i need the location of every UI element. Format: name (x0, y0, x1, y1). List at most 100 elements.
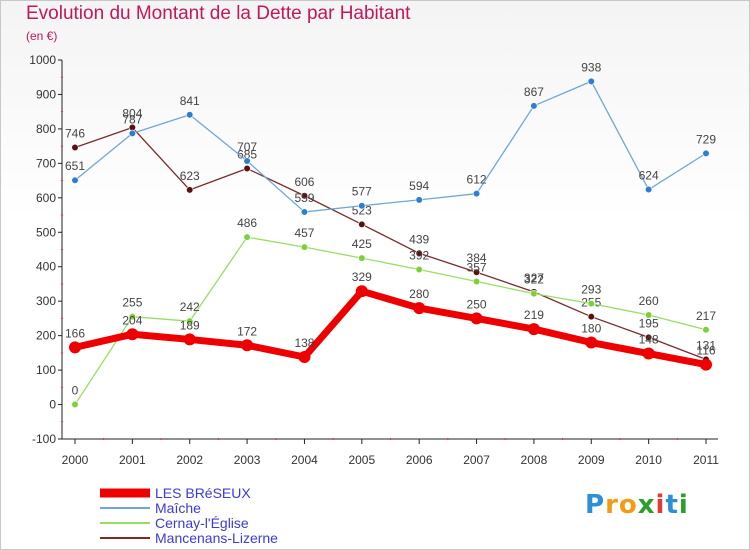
data-label: 116 (696, 344, 715, 358)
data-point (527, 323, 540, 336)
data-point (702, 326, 710, 334)
data-label: 255 (122, 296, 142, 310)
logo-letter: i (655, 490, 666, 520)
data-point (700, 358, 712, 371)
x-tick-label: 2002 (176, 453, 203, 467)
data-point (470, 312, 483, 325)
data-point (415, 249, 423, 257)
x-minor-tick (160, 438, 163, 440)
data-label: 804 (122, 107, 142, 121)
legend-label: Cernay-l'Église (155, 515, 249, 531)
x-minor-tick (389, 438, 392, 440)
data-label: 148 (639, 333, 659, 347)
data-point (530, 102, 538, 110)
data-label: 384 (467, 251, 487, 265)
data-point (186, 317, 194, 325)
data-label: 938 (581, 60, 601, 74)
y-minor-tick (61, 110, 63, 113)
x-tick-label: 2008 (521, 453, 548, 467)
data-label: 242 (180, 300, 200, 314)
data-label: 612 (467, 173, 487, 187)
data-label: 623 (180, 169, 200, 183)
y-minor-tick (61, 214, 63, 217)
y-minor-tick (61, 351, 63, 354)
logo-letter: r (605, 490, 619, 520)
data-label: 624 (639, 169, 659, 183)
y-tick-label: 100 (36, 363, 56, 377)
y-tick-label: -100 (32, 432, 56, 446)
data-label: 180 (581, 322, 601, 336)
data-point (71, 400, 79, 409)
data-point (241, 339, 254, 352)
logo-letter: P (585, 490, 606, 520)
data-label: 250 (467, 297, 487, 311)
data-label: 219 (524, 308, 544, 322)
legend-label: LES BRéSEUX (155, 485, 251, 501)
data-point (415, 265, 423, 274)
data-point (702, 149, 710, 157)
x-tick-label: 2004 (291, 453, 318, 467)
y-minor-tick (61, 179, 63, 182)
y-minor-tick (61, 282, 63, 285)
data-point (587, 313, 595, 321)
y-minor-tick (61, 420, 63, 423)
data-point (243, 164, 251, 173)
data-label: 280 (409, 287, 429, 301)
data-point (243, 233, 251, 241)
y-tick-label: 300 (36, 294, 56, 308)
data-point (355, 285, 368, 298)
data-point (358, 254, 366, 262)
y-minor-tick (61, 317, 63, 320)
x-minor-tick (561, 438, 564, 440)
logo-letter: t (665, 490, 679, 520)
data-point (126, 328, 139, 341)
series-line-3 (74, 126, 707, 361)
data-point (300, 243, 309, 251)
data-point (300, 192, 309, 200)
data-point (243, 157, 251, 165)
series-line-1 (74, 80, 707, 213)
data-label: 746 (65, 127, 85, 141)
data-point (585, 336, 598, 349)
logo-letter: i (678, 490, 689, 520)
y-tick-label: 600 (36, 191, 56, 205)
data-point (645, 333, 653, 341)
y-minor-tick (61, 145, 63, 148)
y-tick-label: 200 (36, 329, 56, 343)
data-point (71, 176, 79, 184)
data-point (472, 268, 481, 276)
y-tick-label: 500 (36, 225, 56, 239)
y-minor-tick (61, 386, 63, 389)
chart-title: Evolution du Montant de la Dette par Hab… (26, 3, 411, 24)
y-minor-tick (61, 248, 63, 251)
data-label: 707 (237, 140, 257, 154)
data-point (645, 185, 653, 194)
x-minor-tick (217, 438, 220, 440)
y-tick-label: 0 (49, 398, 56, 412)
data-label: 439 (409, 232, 429, 246)
data-label: 729 (696, 132, 716, 146)
data-point (530, 290, 538, 298)
data-label: 0 (72, 384, 79, 398)
series-line-0 (74, 287, 707, 369)
data-point (642, 347, 655, 360)
x-minor-tick (274, 438, 277, 440)
data-label: 787 (122, 112, 142, 126)
data-point (71, 143, 79, 152)
data-label: 329 (352, 270, 372, 284)
x-tick-label: 2009 (578, 453, 605, 467)
data-label: 357 (467, 261, 487, 275)
data-label: 131 (696, 338, 716, 352)
y-minor-tick (61, 76, 63, 79)
data-point (358, 220, 366, 228)
data-label: 425 (352, 237, 372, 251)
data-point (472, 277, 481, 286)
proxiti-logo: Proxiti (585, 490, 689, 520)
data-point (645, 311, 653, 319)
logo-letter: o (618, 490, 638, 520)
x-minor-tick (332, 438, 335, 440)
data-label: 651 (65, 159, 85, 173)
data-label: 327 (524, 271, 544, 285)
